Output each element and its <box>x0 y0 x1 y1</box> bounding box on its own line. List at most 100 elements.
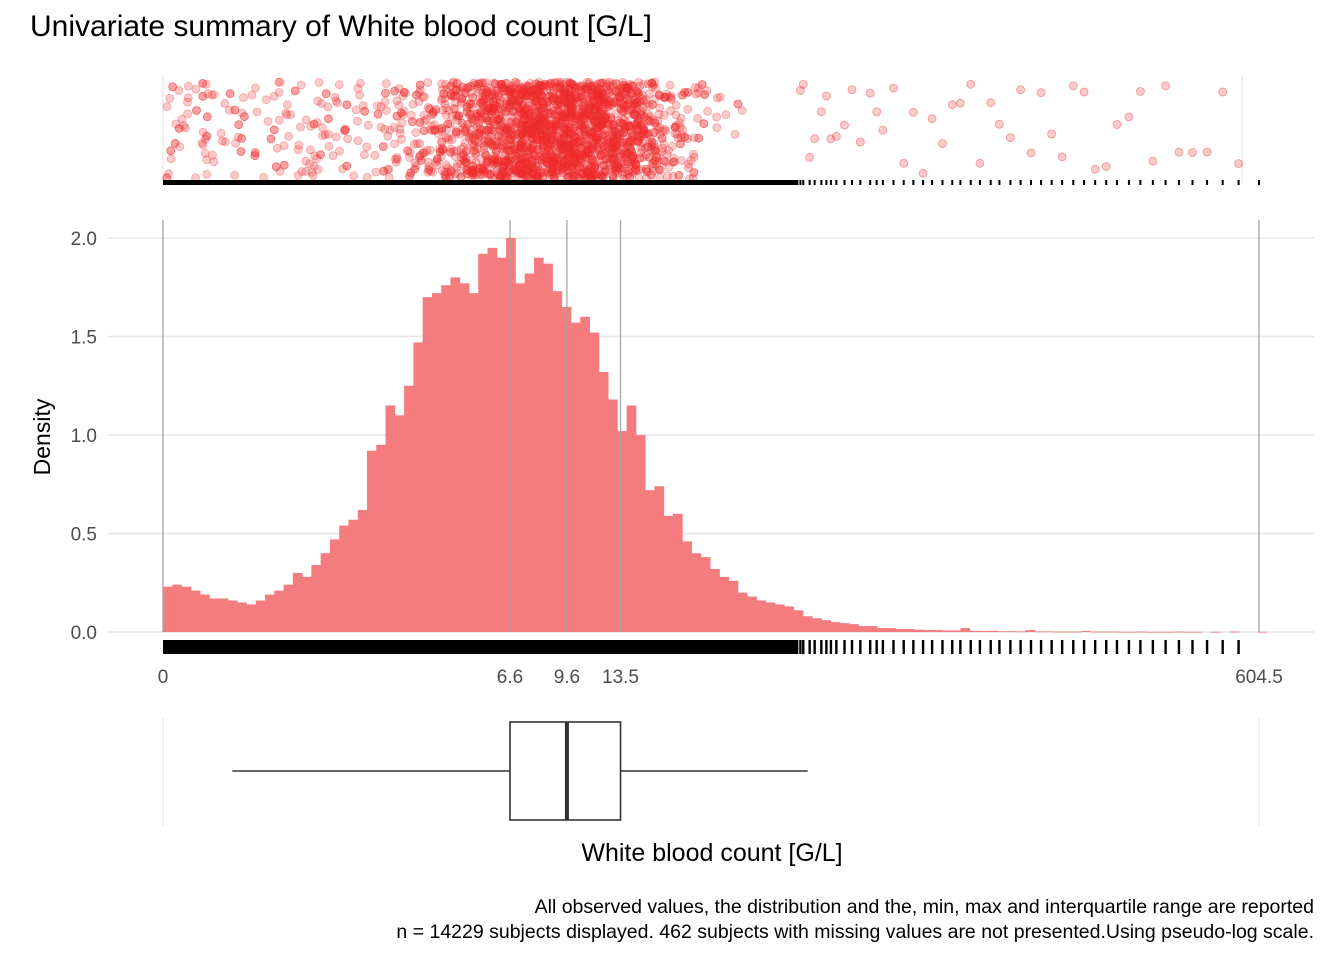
observed-value-point <box>202 112 212 122</box>
observed-value-point <box>610 164 619 174</box>
observed-value-point <box>509 124 519 134</box>
observed-value-point <box>349 171 359 181</box>
observed-value-point <box>418 92 428 102</box>
histogram-bar <box>469 293 479 632</box>
observed-value-point <box>641 164 651 174</box>
histogram-bar <box>227 600 238 632</box>
observed-value-point <box>555 138 565 148</box>
top-rug-mark <box>1050 180 1053 185</box>
observed-value-point <box>573 137 583 147</box>
observed-value-point <box>465 99 475 108</box>
observed-value-point <box>541 126 550 136</box>
histogram-bar <box>1183 631 1193 633</box>
observed-value-point <box>642 167 652 177</box>
histogram-bar <box>710 568 720 632</box>
histogram-bar <box>283 584 294 632</box>
observed-value-point <box>595 85 605 94</box>
observed-value-point <box>571 93 581 102</box>
histogram-bar <box>608 399 618 632</box>
histogram-bar <box>1155 631 1165 633</box>
observed-value-point <box>625 172 635 182</box>
observed-value-point <box>559 104 569 114</box>
observed-value-point <box>605 148 615 157</box>
observed-value-point <box>572 149 582 159</box>
observed-value-point <box>343 134 353 144</box>
observed-value-point <box>524 161 534 171</box>
observed-value-point <box>547 152 557 162</box>
observed-value-point <box>592 157 602 167</box>
observed-value-point <box>592 102 602 112</box>
observed-value-point <box>443 119 453 129</box>
y-tick-label: 2.0 <box>71 229 97 250</box>
observed-value-point <box>385 125 395 135</box>
observed-value-point <box>177 114 187 124</box>
observed-value-point <box>458 82 467 92</box>
observed-value-point <box>496 137 506 147</box>
rug-mark <box>1072 640 1075 654</box>
observed-value-point <box>252 107 262 117</box>
observed-value-point <box>493 115 503 125</box>
histogram-bar <box>1127 631 1138 633</box>
observed-value-point <box>514 96 524 106</box>
observed-value-point <box>526 98 536 108</box>
observed-value-point <box>564 86 574 95</box>
histogram-bar <box>450 277 461 632</box>
observed-value-point <box>566 142 575 152</box>
observed-value-point <box>407 117 417 126</box>
observed-value-point <box>502 155 511 165</box>
observed-value-point <box>531 106 541 116</box>
observed-value-point <box>418 148 428 158</box>
top-rug-mark <box>1072 180 1075 185</box>
observed-value-point <box>437 137 447 147</box>
observed-value-point <box>534 100 544 110</box>
observed-value-point <box>666 106 675 116</box>
histogram-bar <box>459 283 470 632</box>
observed-value-point <box>475 115 485 124</box>
histogram-bar <box>765 602 776 632</box>
observed-value-point <box>588 96 598 106</box>
observed-value-point <box>522 161 531 170</box>
observed-value-point <box>590 97 599 107</box>
observed-value-point <box>549 169 558 179</box>
observed-value-point <box>572 144 582 154</box>
observed-value-point <box>620 137 630 147</box>
observed-value-point <box>541 134 551 144</box>
histogram-bar <box>1062 631 1073 633</box>
observed-value-point <box>684 163 693 173</box>
observed-value-point <box>415 80 425 90</box>
observed-value-point <box>669 153 678 163</box>
observed-value-point <box>639 130 648 140</box>
observed-value-point <box>495 170 505 180</box>
observed-value-point <box>518 137 528 147</box>
observed-value-point <box>522 157 532 167</box>
observed-value-point <box>611 141 621 151</box>
x-tick-label: 6.6 <box>497 667 523 688</box>
observed-value-point <box>200 148 210 158</box>
observed-value-point <box>622 140 632 150</box>
outlier-point <box>1016 85 1025 95</box>
rug-mark <box>978 640 982 654</box>
top-rug-mark <box>825 180 828 185</box>
top-rug-mark <box>959 180 962 185</box>
observed-value-point <box>506 82 516 91</box>
observed-value-point <box>528 92 537 102</box>
observed-value-point <box>623 106 633 115</box>
observed-value-point <box>398 91 408 101</box>
observed-value-point <box>636 121 646 131</box>
observed-value-point <box>538 115 548 125</box>
observed-value-point <box>520 163 530 173</box>
observed-value-point <box>538 84 548 93</box>
observed-value-point <box>637 110 646 119</box>
observed-value-point <box>556 163 566 173</box>
observed-value-point <box>592 99 602 109</box>
top-rug-mark <box>931 180 934 185</box>
observed-value-point <box>497 84 507 93</box>
x-tick-label: 9.6 <box>554 667 580 688</box>
observed-value-point <box>658 143 668 153</box>
observed-value-point <box>506 130 516 140</box>
observed-value-point <box>618 83 627 93</box>
observed-value-point <box>504 146 514 155</box>
observed-value-point <box>721 110 731 120</box>
outlier-point <box>822 91 831 101</box>
